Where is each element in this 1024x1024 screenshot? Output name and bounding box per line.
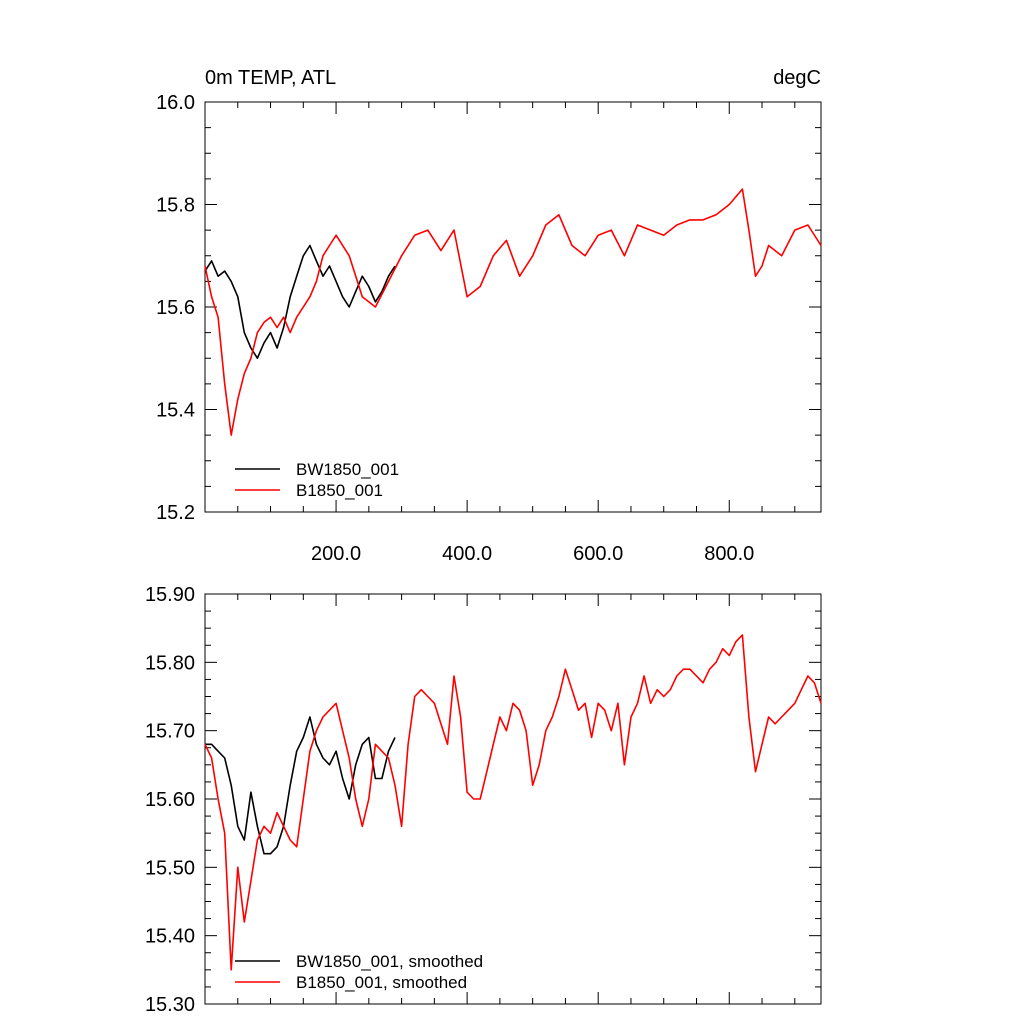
x-tick-label: 600.0 xyxy=(573,543,623,565)
chart-bottom-legend: BW1850_001, smoothed B1850_001, smoothed xyxy=(235,952,483,992)
y-tick-label: 15.50 xyxy=(145,857,195,879)
chart-bottom-series xyxy=(204,634,822,971)
legend-label-b1850-smoothed: B1850_001, smoothed xyxy=(296,973,467,992)
chart-bottom: 15.30 15.40 15.50 15.60 15.70 15.80 15.90 BW18… xyxy=(145,584,822,1016)
x-tick-label: 400.0 xyxy=(442,543,492,565)
chart-top-tick-labels: 15.2 15.4 15.6 15.8 16.0 200.0 400.0 600.0 800.0 xyxy=(156,92,754,565)
chart-top-legend: BW1850_001 B1850_001 xyxy=(235,460,399,500)
y-tick-label: 15.40 xyxy=(145,926,195,948)
chart-bottom-series-bw1850-line xyxy=(205,716,396,855)
y-tick-label: 15.30 xyxy=(145,994,195,1016)
chart-top-title: 0m TEMP, ATL xyxy=(205,67,336,89)
y-tick-label: 15.90 xyxy=(145,584,195,606)
chart-top-series-bw1850-line xyxy=(204,244,396,360)
legend-label-b1850: B1850_001 xyxy=(296,481,383,500)
chart-top: 0m TEMP, ATL degC 15.2 15.4 15.6 15.8 16.0 20… xyxy=(156,67,822,565)
x-tick-label: 200.0 xyxy=(311,543,361,565)
x-tick-label: 800.0 xyxy=(704,543,754,565)
legend-label-bw1850-smoothed: BW1850_001, smoothed xyxy=(296,952,483,971)
chart-bottom-tick-labels: 15.30 15.40 15.50 15.60 15.70 15.80 15.90 xyxy=(145,584,195,1016)
chart-top-ticks xyxy=(205,101,821,513)
y-tick-label: 15.8 xyxy=(156,195,195,217)
chart-top-units: degC xyxy=(773,67,821,89)
chart-top-series-b1850-line xyxy=(204,188,822,436)
y-tick-label: 15.4 xyxy=(156,400,195,422)
y-tick-label: 16.0 xyxy=(156,92,195,114)
y-tick-label: 15.70 xyxy=(145,721,195,743)
y-tick-label: 15.6 xyxy=(156,297,195,319)
y-tick-label: 15.2 xyxy=(156,502,195,524)
chart-top-frame xyxy=(204,101,822,513)
chart-bottom-ticks xyxy=(205,593,821,1005)
legend-label-bw1850: BW1850_001 xyxy=(296,460,399,479)
chart-top-series xyxy=(204,188,822,436)
y-tick-label: 15.60 xyxy=(145,789,195,811)
y-tick-label: 15.80 xyxy=(145,652,195,674)
chart-bottom-series-b1850-line xyxy=(204,634,822,971)
